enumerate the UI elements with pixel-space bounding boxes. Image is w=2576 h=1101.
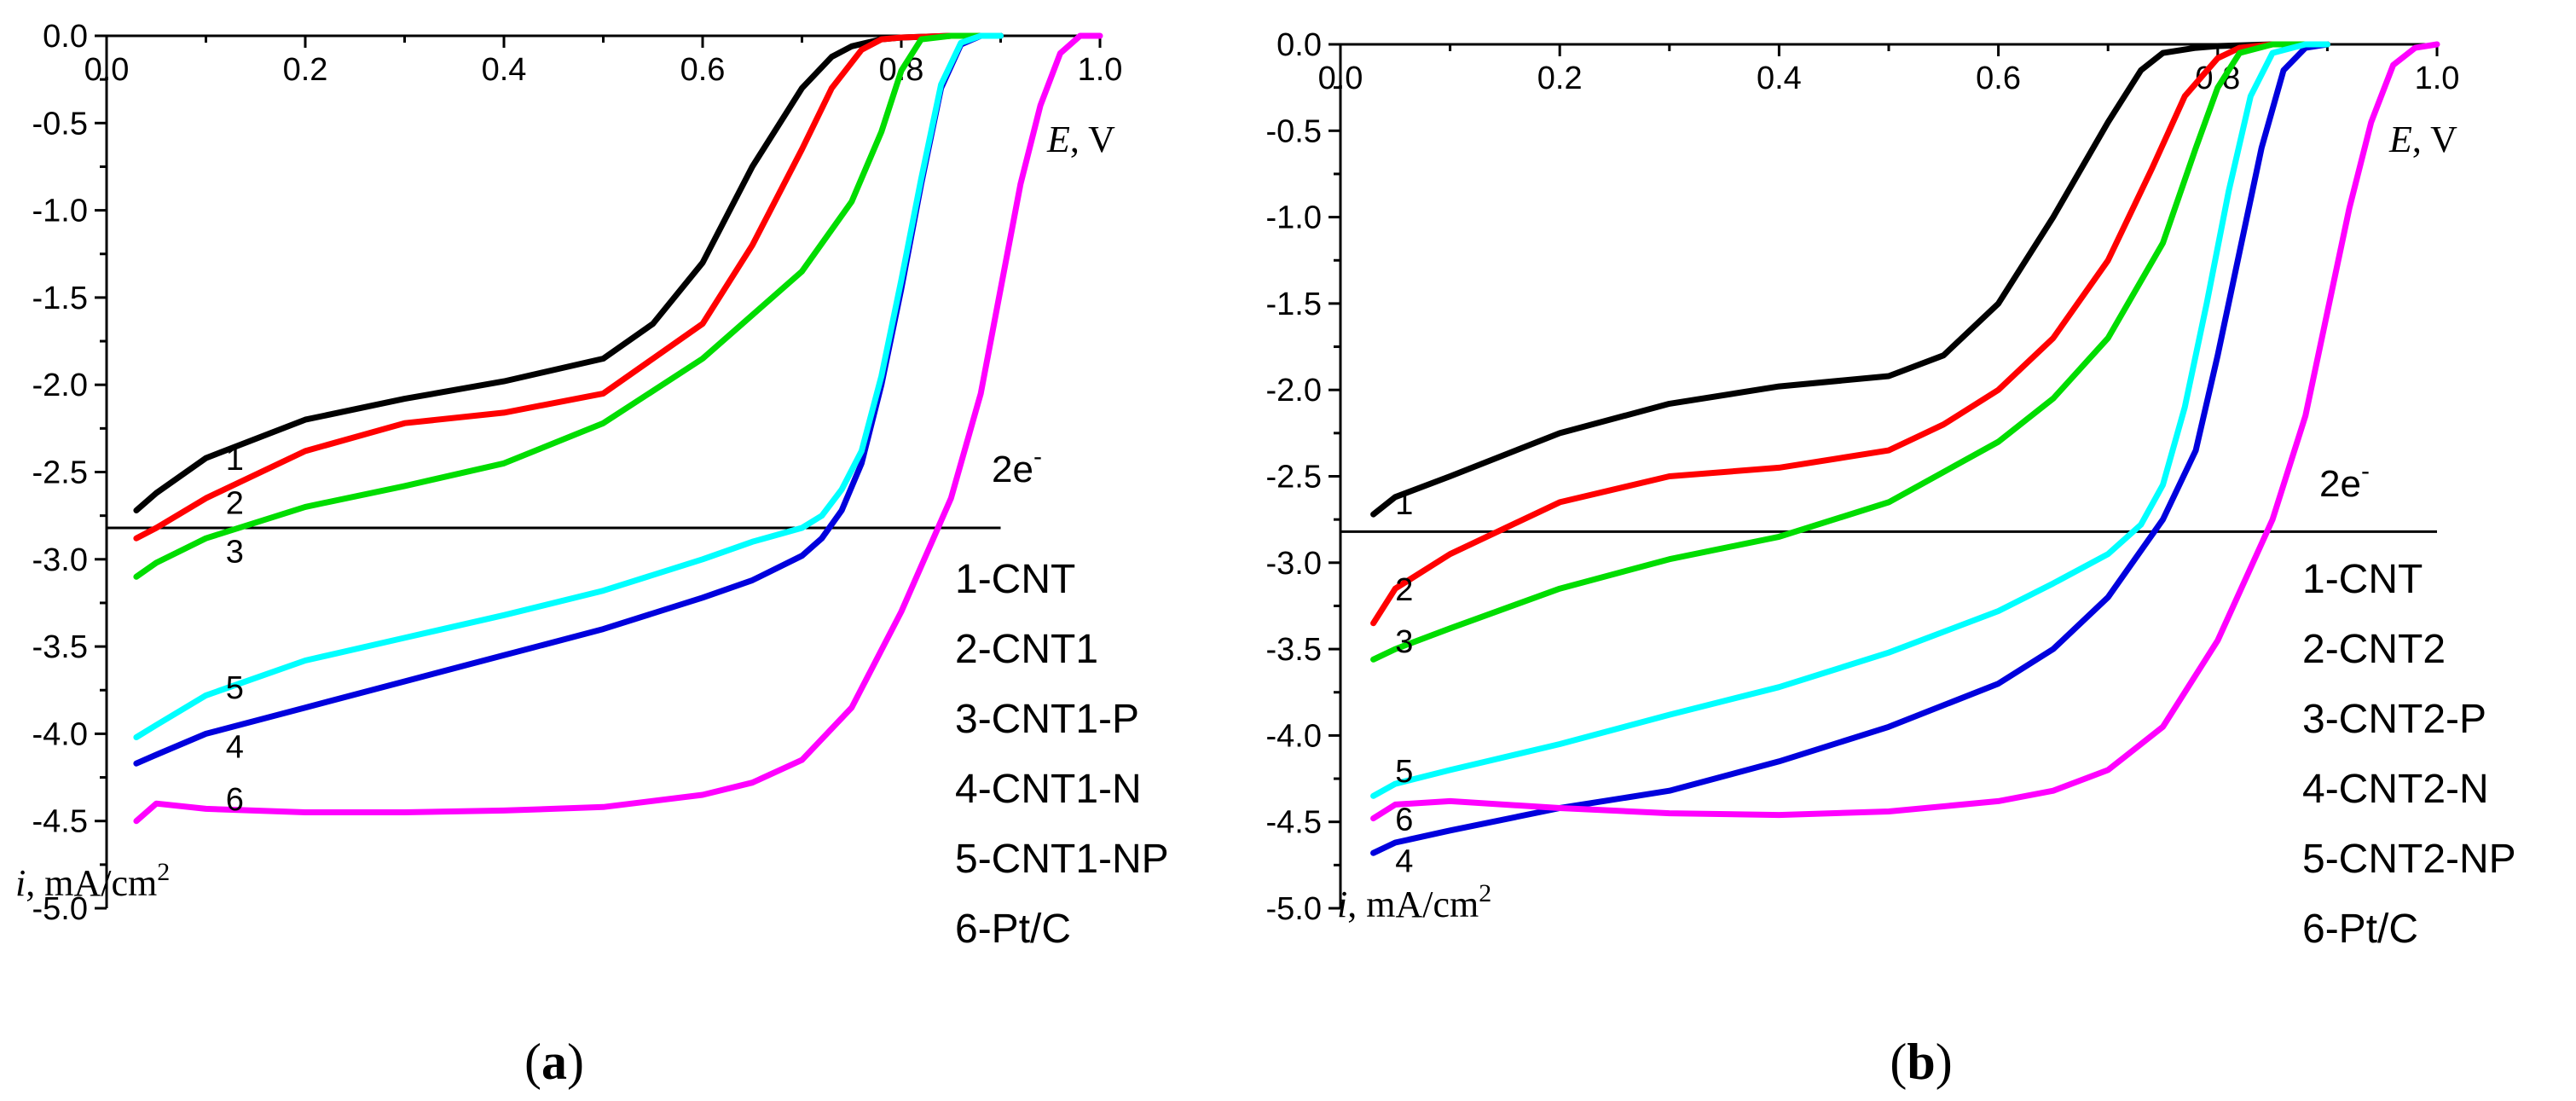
y-tick-label: 0.0 xyxy=(43,19,88,55)
series-number-label: 6 xyxy=(226,782,244,818)
y-axis-label: i, mA/cm2 xyxy=(1337,879,1491,925)
x-tick-label: 0.2 xyxy=(1537,61,1583,96)
y-tick-label: -3.5 xyxy=(1266,632,1322,668)
panel-caption: (b) xyxy=(1890,1034,1952,1090)
y-tick-label: -2.5 xyxy=(32,455,88,491)
y-tick-label: -3.5 xyxy=(32,629,88,665)
y-tick-label: -3.0 xyxy=(32,542,88,578)
legend-entry: 3-CNT1-P xyxy=(955,697,1139,742)
series-line-6 xyxy=(133,32,1103,825)
series-line-3 xyxy=(1370,41,2330,663)
legend-entry: 5-CNT1-NP xyxy=(955,837,1169,882)
x-axis-label-unit: , V xyxy=(2412,119,2457,160)
panel-caption-letter: a xyxy=(541,1034,567,1090)
legend-entry: 2-CNT2 xyxy=(2302,627,2446,672)
panel-caption-open: ( xyxy=(1890,1034,1907,1090)
x-tick-label: 0.6 xyxy=(1976,61,2021,96)
y-axis-label-unit: , mA/cm xyxy=(26,862,157,904)
series-line-2 xyxy=(133,32,1004,542)
legend-entry: 5-CNT2-NP xyxy=(2302,837,2516,882)
reference-line-label: 2e- xyxy=(2319,457,2370,505)
y-tick-label: -4.0 xyxy=(32,716,88,752)
reference-line-label-text: 2e xyxy=(992,449,1033,490)
x-axis-label: E, V xyxy=(2388,119,2457,160)
series-line-5 xyxy=(133,32,1004,740)
series-line-2 xyxy=(1370,41,2330,627)
legend-entry: 4-CNT1-N xyxy=(955,767,1142,812)
legend-entry: 1-CNT xyxy=(2302,557,2423,602)
x-axis-label-var: E xyxy=(1046,119,1070,160)
series-number-label: 2 xyxy=(226,485,244,521)
y-tick-label: -4.0 xyxy=(1266,718,1322,754)
panel-caption-close: ) xyxy=(1936,1034,1953,1090)
reference-line-label-superscript: - xyxy=(1033,443,1042,471)
y-axis-label: i, mA/cm2 xyxy=(15,858,170,904)
y-tick-label: -5.0 xyxy=(1266,891,1322,927)
reference-line-label-superscript: - xyxy=(2361,457,2370,485)
series-number-label: 4 xyxy=(226,730,244,766)
legend-entry: 6-Pt/C xyxy=(955,907,1071,952)
x-tick-label: 1.0 xyxy=(1078,52,1123,88)
series-number-label: 4 xyxy=(1395,843,1413,879)
y-tick-label: -1.5 xyxy=(1266,287,1322,322)
x-tick-label: 0.4 xyxy=(1757,61,1802,96)
legend-entry: 6-Pt/C xyxy=(2302,907,2418,952)
legend-entry: 1-CNT xyxy=(955,557,1075,602)
y-tick-label: 0.0 xyxy=(1276,27,1322,63)
y-tick-label: -1.0 xyxy=(32,194,88,229)
panel-caption-open: ( xyxy=(524,1034,541,1090)
series-number-label: 5 xyxy=(1395,754,1413,790)
reference-line-label-text: 2e xyxy=(2319,463,2361,505)
legend-entry: 2-CNT1 xyxy=(955,627,1098,672)
y-tick-label: -5.0 xyxy=(32,891,88,927)
x-tick-label: 0.0 xyxy=(84,52,130,88)
panel-b-chart: 0.0-0.5-1.0-1.5-2.0-2.5-3.0-3.5-4.0-4.5-… xyxy=(1266,27,2516,1090)
y-tick-label: -0.5 xyxy=(1266,113,1322,149)
y-axis-label-unit: , mA/cm xyxy=(1347,884,1479,925)
x-axis-label-unit: , V xyxy=(1070,119,1115,160)
series-number-label: 3 xyxy=(226,535,244,571)
series-line-6 xyxy=(1370,41,2440,822)
y-tick-label: -0.5 xyxy=(32,106,88,142)
series-line-5 xyxy=(1370,41,2330,799)
y-tick-label: -2.0 xyxy=(1266,373,1322,409)
x-axis-label-var: E xyxy=(2388,119,2412,160)
legend-entry: 3-CNT2-P xyxy=(2302,697,2486,742)
series-number-label: 2 xyxy=(1395,572,1413,608)
y-tick-label: -2.0 xyxy=(32,368,88,403)
y-axis-label-superscript: 2 xyxy=(1479,879,1491,907)
y-axis-label-var: i xyxy=(15,862,26,904)
legend-entry: 4-CNT2-N xyxy=(2302,767,2489,812)
panel-caption-letter: b xyxy=(1907,1034,1935,1090)
y-axis-label-var: i xyxy=(1337,884,1347,925)
panel-caption-close: ) xyxy=(567,1034,584,1090)
series-line-1 xyxy=(1370,41,2330,518)
series-number-label: 1 xyxy=(1395,486,1413,522)
y-tick-label: -4.5 xyxy=(1266,805,1322,841)
series-number-label: 3 xyxy=(1395,624,1413,660)
series-number-label: 6 xyxy=(1395,803,1413,838)
panel-caption: (a) xyxy=(524,1034,584,1090)
series-line-3 xyxy=(133,32,1004,580)
panel-a-chart: 0.0-0.5-1.0-1.5-2.0-2.5-3.0-3.5-4.0-4.5-… xyxy=(15,19,1169,1090)
y-tick-label: -3.0 xyxy=(1266,546,1322,582)
x-tick-label: 1.0 xyxy=(2415,61,2460,96)
y-axis-label-superscript: 2 xyxy=(157,858,170,886)
y-tick-label: -4.5 xyxy=(32,804,88,840)
x-tick-label: 0.4 xyxy=(482,52,527,88)
series-number-label: 1 xyxy=(226,442,244,478)
y-tick-label: -1.5 xyxy=(32,281,88,316)
y-tick-label: -2.5 xyxy=(1266,460,1322,495)
x-tick-label: 0.2 xyxy=(283,52,328,88)
x-axis-label: E, V xyxy=(1046,119,1115,160)
series-number-label: 5 xyxy=(226,670,244,706)
x-tick-label: 0.0 xyxy=(1318,61,1363,96)
x-tick-label: 0.6 xyxy=(680,52,726,88)
y-tick-label: -1.0 xyxy=(1266,200,1322,236)
series-line-4 xyxy=(1370,41,2330,856)
reference-line-label: 2e- xyxy=(992,443,1042,490)
